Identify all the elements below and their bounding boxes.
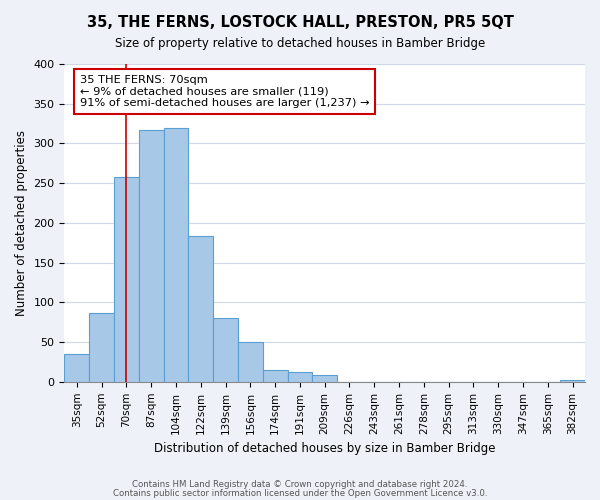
Y-axis label: Number of detached properties: Number of detached properties <box>15 130 28 316</box>
Text: Contains public sector information licensed under the Open Government Licence v3: Contains public sector information licen… <box>113 489 487 498</box>
Bar <box>287 372 313 382</box>
Text: 35, THE FERNS, LOSTOCK HALL, PRESTON, PR5 5QT: 35, THE FERNS, LOSTOCK HALL, PRESTON, PR… <box>86 15 514 30</box>
Bar <box>188 236 213 382</box>
Bar <box>139 130 164 382</box>
Bar <box>64 354 89 382</box>
Bar <box>238 342 263 382</box>
Bar <box>263 370 287 382</box>
Text: Contains HM Land Registry data © Crown copyright and database right 2024.: Contains HM Land Registry data © Crown c… <box>132 480 468 489</box>
Bar <box>114 177 139 382</box>
X-axis label: Distribution of detached houses by size in Bamber Bridge: Distribution of detached houses by size … <box>154 442 496 455</box>
Bar <box>313 376 337 382</box>
Bar <box>164 128 188 382</box>
Text: 35 THE FERNS: 70sqm
← 9% of detached houses are smaller (119)
91% of semi-detach: 35 THE FERNS: 70sqm ← 9% of detached hou… <box>80 75 370 108</box>
Bar <box>213 318 238 382</box>
Text: Size of property relative to detached houses in Bamber Bridge: Size of property relative to detached ho… <box>115 38 485 51</box>
Bar <box>560 380 585 382</box>
Bar <box>89 312 114 382</box>
